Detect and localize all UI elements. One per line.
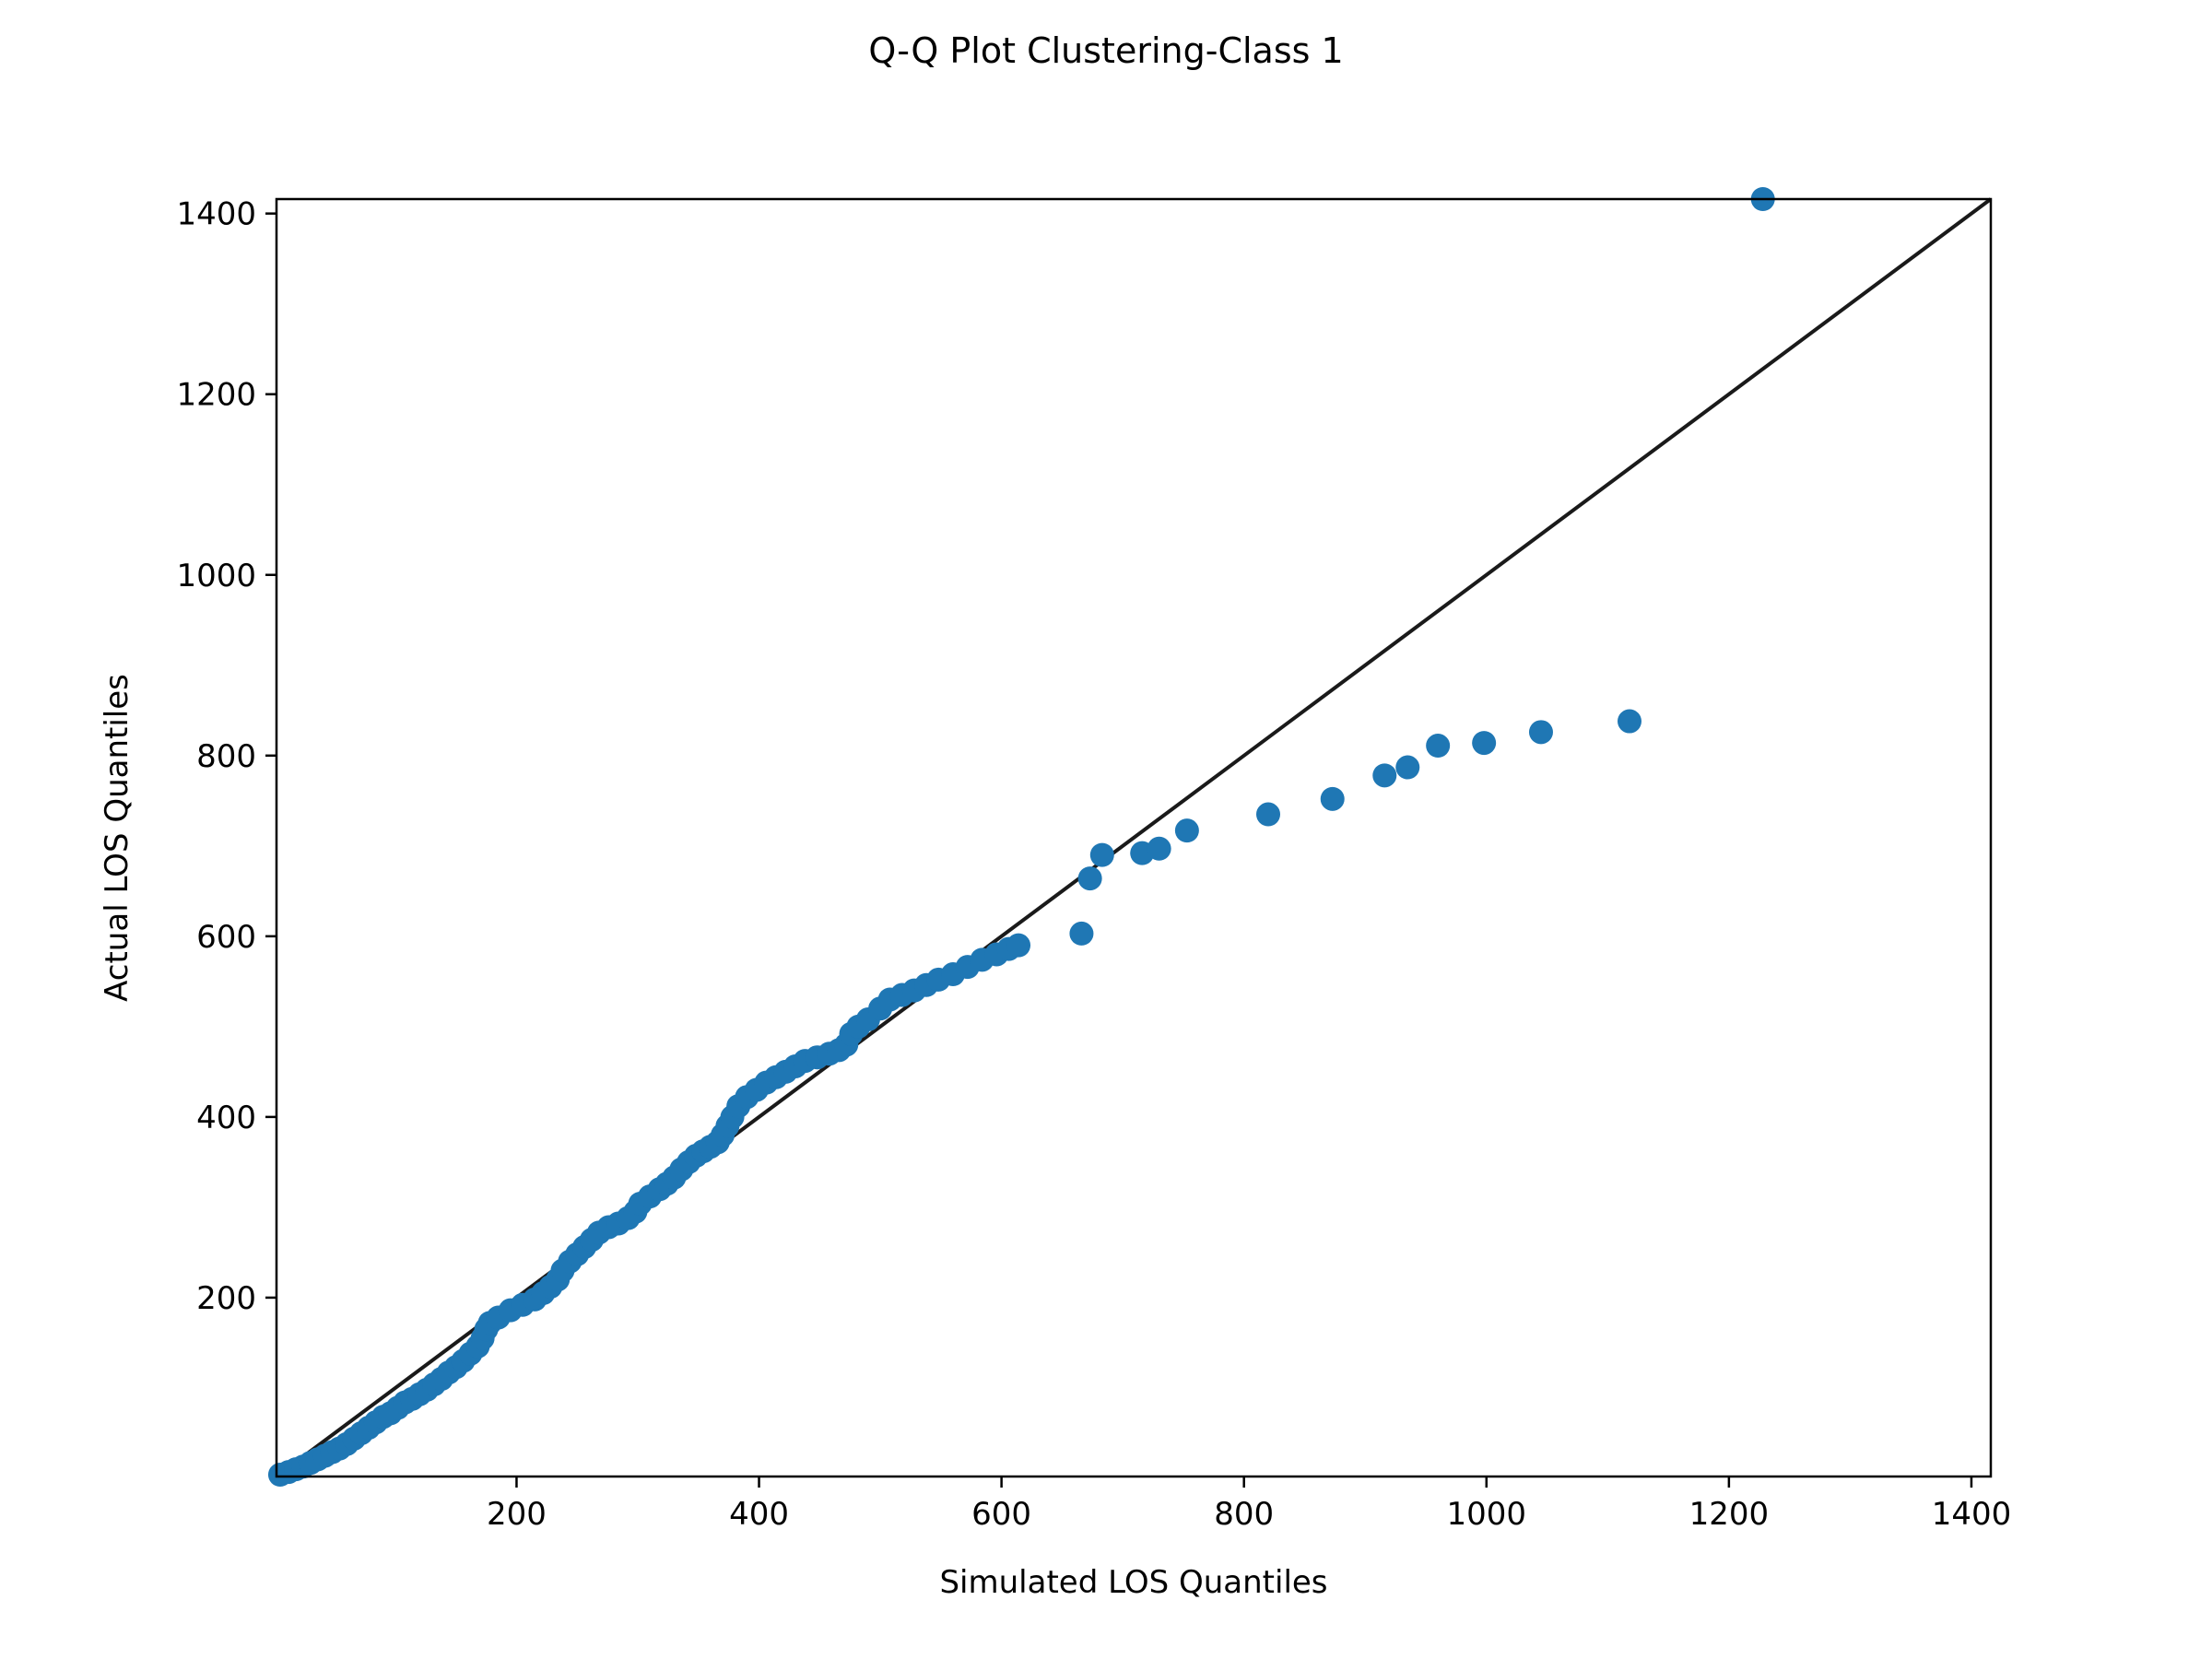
y-axis-label: Actual LOS Quantiles	[99, 674, 135, 1002]
data-point	[1077, 866, 1102, 891]
x-tick-label: 600	[971, 1496, 1031, 1533]
x-tick-label: 400	[729, 1496, 789, 1533]
y-tick-label: 1400	[176, 196, 256, 233]
data-point	[1069, 921, 1094, 946]
chart-title: Q-Q Plot Clustering-Class 1	[868, 30, 1343, 71]
x-tick-label: 1400	[1932, 1496, 2012, 1533]
data-point	[1528, 720, 1553, 745]
data-point	[1256, 802, 1281, 827]
x-tick-label: 1200	[1689, 1496, 1770, 1533]
data-point	[1618, 709, 1642, 734]
x-tick-label: 200	[487, 1496, 547, 1533]
y-tick-label: 600	[196, 919, 256, 956]
data-point	[1174, 818, 1199, 843]
x-axis-ticks: 200 400 600 800 1000 1200 1400	[487, 1477, 2011, 1533]
y-tick-label: 1000	[176, 558, 256, 594]
y-tick-label: 400	[196, 1100, 256, 1136]
data-point	[1006, 933, 1031, 958]
data-point	[1147, 836, 1171, 861]
reference-line-group	[275, 197, 1993, 1478]
data-point	[1089, 842, 1114, 867]
scatter-points	[267, 187, 1775, 1488]
reference-line	[275, 197, 1993, 1478]
data-point	[1395, 755, 1420, 780]
y-tick-label: 200	[196, 1280, 256, 1317]
x-axis-label: Simulated LOS Quantiles	[939, 1564, 1327, 1601]
y-tick-label: 1200	[176, 377, 256, 414]
data-point	[1426, 734, 1451, 759]
data-point	[1320, 786, 1345, 811]
y-axis-ticks: 200 400 600 800 1000 1200 1400	[176, 196, 276, 1317]
plot-frame	[275, 197, 1993, 1478]
x-tick-label: 1000	[1447, 1496, 1527, 1533]
y-tick-label: 800	[196, 738, 256, 775]
data-point	[1372, 763, 1397, 788]
x-tick-label: 800	[1214, 1496, 1274, 1533]
data-point	[1472, 731, 1497, 756]
